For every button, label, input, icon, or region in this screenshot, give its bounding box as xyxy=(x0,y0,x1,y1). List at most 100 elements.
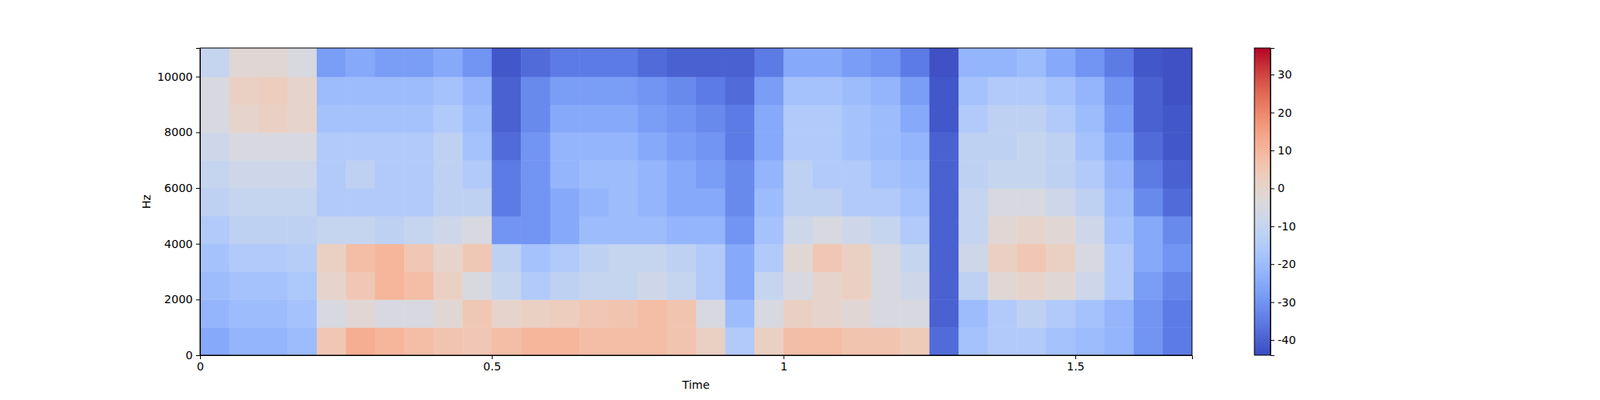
cell xyxy=(988,188,1018,216)
cell xyxy=(316,160,347,188)
cell xyxy=(724,272,755,300)
cell xyxy=(1133,132,1164,160)
cell xyxy=(316,216,347,244)
cell xyxy=(637,104,668,133)
cell xyxy=(520,272,551,300)
cell xyxy=(375,104,405,133)
cell xyxy=(696,104,726,133)
cell xyxy=(1046,48,1076,77)
tick-label: 0 xyxy=(185,348,193,362)
tick-mark xyxy=(492,355,493,360)
cell xyxy=(579,244,609,272)
tick-mark xyxy=(196,355,200,356)
cell xyxy=(1104,132,1135,160)
cell xyxy=(1163,299,1192,328)
cell xyxy=(929,216,960,244)
cell xyxy=(783,188,813,216)
cell xyxy=(929,104,960,133)
cell xyxy=(841,188,872,216)
cell xyxy=(754,188,784,216)
cell xyxy=(754,216,784,244)
cell xyxy=(696,216,726,244)
cell xyxy=(783,327,813,356)
tick-label: 6000 xyxy=(164,181,193,195)
cell xyxy=(258,48,288,77)
cell xyxy=(1016,327,1047,356)
cell xyxy=(200,327,230,356)
tick: -10 xyxy=(1270,220,1296,233)
cell xyxy=(287,160,317,188)
cell xyxy=(724,132,755,160)
cell xyxy=(696,76,726,105)
cell xyxy=(258,216,288,244)
cell xyxy=(608,188,639,216)
cell xyxy=(1075,132,1105,160)
cell xyxy=(228,272,259,300)
cell xyxy=(492,327,522,356)
cell xyxy=(287,76,317,105)
cell xyxy=(871,327,901,356)
cell xyxy=(228,160,259,188)
tick: 1 xyxy=(780,355,788,373)
cell xyxy=(579,299,609,328)
tick: -20 xyxy=(1270,257,1296,271)
colorbar-gradient xyxy=(1254,48,1271,356)
cell xyxy=(375,299,405,328)
cell xyxy=(988,104,1018,133)
cell xyxy=(871,160,901,188)
cell xyxy=(1104,244,1135,272)
cell xyxy=(200,188,230,216)
cell xyxy=(1133,299,1164,328)
cell xyxy=(871,272,901,300)
cell xyxy=(841,327,872,356)
tick: 4000 xyxy=(164,237,200,251)
cell xyxy=(754,272,784,300)
tick: 30 xyxy=(1270,68,1292,81)
cell xyxy=(667,160,697,188)
cell xyxy=(958,299,988,328)
cell xyxy=(929,48,960,77)
cell xyxy=(1163,132,1192,160)
cell xyxy=(696,48,726,77)
cell xyxy=(988,244,1018,272)
cell xyxy=(375,327,405,356)
cell xyxy=(492,104,522,133)
tick-mark xyxy=(1270,150,1275,152)
cell xyxy=(1163,188,1192,216)
tick-mark xyxy=(1270,226,1275,228)
cell xyxy=(375,272,405,300)
cell xyxy=(608,48,639,77)
tick-label: 2000 xyxy=(164,292,193,306)
cell xyxy=(404,299,434,328)
cell xyxy=(667,299,697,328)
cell xyxy=(433,104,464,133)
cell xyxy=(228,76,259,105)
cell xyxy=(550,76,580,105)
cell xyxy=(287,272,317,300)
chart: 00.511.50200040006000800010000TimeHz-40-… xyxy=(0,0,1600,400)
cell xyxy=(228,48,259,77)
cell xyxy=(258,104,288,133)
cell xyxy=(900,272,930,300)
cell xyxy=(900,244,930,272)
cell xyxy=(958,244,988,272)
cell xyxy=(520,216,551,244)
x-axis-title: Time xyxy=(681,378,710,392)
cell xyxy=(1046,244,1076,272)
cell xyxy=(783,104,813,133)
cell xyxy=(841,48,872,77)
cell xyxy=(900,327,930,356)
cell xyxy=(520,132,551,160)
tick-mark xyxy=(1270,74,1275,76)
tick: 10000 xyxy=(156,70,200,84)
cell xyxy=(871,76,901,105)
cell xyxy=(754,104,784,133)
cell xyxy=(724,244,755,272)
cell xyxy=(900,48,930,77)
cell xyxy=(579,272,609,300)
cell xyxy=(841,132,872,160)
cell xyxy=(345,132,376,160)
cell xyxy=(1046,76,1076,105)
cell xyxy=(637,299,668,328)
cell xyxy=(404,216,434,244)
